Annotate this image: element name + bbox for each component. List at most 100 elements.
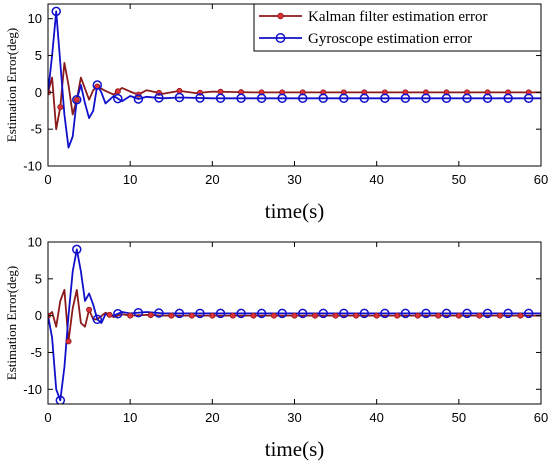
gyroscope-marker — [523, 93, 534, 104]
kalman-marker — [496, 312, 503, 319]
kalman-marker — [114, 88, 121, 95]
gyroscope-marker — [133, 307, 144, 318]
kalman-marker — [291, 312, 298, 319]
gyroscope-marker — [72, 94, 82, 105]
legend: Kalman filter estimation error Gyroscope … — [253, 3, 542, 52]
gyroscope-marker — [154, 93, 164, 103]
y-tick-label: 10 — [28, 11, 42, 26]
gyroscope-marker — [92, 80, 103, 90]
kalman-marker — [229, 312, 236, 319]
y-tick-label: 10 — [28, 235, 42, 250]
x-tick-label: 40 — [369, 410, 383, 425]
kalman-marker — [73, 96, 80, 103]
x-tick-label: 60 — [534, 172, 548, 187]
x-tick-label: 50 — [452, 410, 466, 425]
gyroscope-marker — [277, 93, 287, 104]
gyroscope-marker — [359, 308, 370, 319]
kalman-marker — [312, 312, 319, 319]
x-tick-label: 20 — [205, 410, 219, 425]
kalman-marker — [435, 312, 442, 319]
y-tick-label: -10 — [23, 382, 42, 397]
gyroscope-marker — [441, 308, 452, 319]
gyroscope-marker — [359, 93, 370, 104]
plot-area — [48, 6, 541, 149]
kalman-error-line — [48, 62, 541, 131]
gyroscope-marker — [92, 314, 103, 325]
gyroscope-marker — [195, 308, 205, 319]
gyroscope-marker — [503, 93, 513, 104]
gyroscope-marker — [462, 93, 472, 104]
y-tick-label: -10 — [23, 159, 42, 174]
kalman-marker — [414, 312, 421, 319]
x-tick-label: 20 — [205, 172, 219, 187]
gyroscope-marker — [380, 308, 390, 319]
gyroscope-marker — [339, 308, 349, 319]
gyroscope-marker — [421, 93, 431, 104]
gyroscope-marker — [236, 308, 246, 319]
gyroscope-error-line — [48, 248, 541, 402]
y-axis-label: Estimation Error(deg) — [4, 266, 19, 380]
kalman-marker — [332, 312, 339, 319]
gyroscope-marker — [113, 93, 123, 104]
gyroscope-marker — [72, 244, 82, 255]
gyroscope-marker — [400, 93, 411, 104]
bottom-chart: 0 10 20 30 40 50 60 -10 -5 0 5 10 time(s) Estimation … — [4, 235, 548, 462]
kalman-marker — [250, 312, 257, 319]
kalman-marker — [517, 312, 524, 319]
x-axis-label: time(s) — [265, 437, 324, 461]
gyroscope-marker — [462, 308, 472, 319]
x-tick-label: 50 — [452, 172, 466, 187]
gyroscope-marker — [236, 93, 246, 104]
x-tick-label: 10 — [123, 410, 137, 425]
y-axis-label: Estimation Error(deg) — [4, 28, 19, 142]
gyroscope-marker — [195, 93, 205, 103]
y-tick-label: 0 — [35, 85, 42, 100]
gyroscope-marker — [523, 308, 534, 319]
kalman-marker — [455, 312, 462, 319]
gyroscope-marker — [297, 308, 308, 319]
kalman-marker — [168, 312, 175, 319]
kalman-marker — [147, 312, 154, 319]
gyroscope-marker — [380, 93, 390, 104]
gyroscope-marker — [482, 308, 493, 319]
gyroscope-marker — [215, 308, 226, 319]
kalman-marker — [394, 312, 401, 319]
kalman-marker — [209, 312, 216, 319]
y-tick-label: 5 — [35, 48, 42, 63]
legend-kalman-marker — [277, 12, 284, 20]
legend-label: Kalman filter estimation error — [308, 9, 488, 25]
gyroscope-marker — [154, 308, 164, 318]
plot-area — [48, 244, 541, 404]
x-tick-label: 10 — [123, 172, 137, 187]
gyroscope-marker — [277, 308, 287, 319]
legend-label: Gyroscope estimation error — [308, 31, 472, 47]
gyroscope-marker — [51, 6, 61, 17]
legend-box — [253, 3, 542, 52]
kalman-marker — [127, 312, 134, 319]
gyroscope-marker — [55, 395, 66, 404]
gyroscope-marker — [174, 308, 185, 319]
kalman-marker — [86, 306, 93, 313]
y-tick-label: 5 — [35, 271, 42, 286]
gyroscope-marker — [318, 93, 329, 104]
gyroscope-marker — [503, 308, 513, 319]
y-tick-label: -5 — [30, 122, 42, 137]
kalman-marker — [57, 104, 64, 111]
x-tick-label: 60 — [534, 410, 548, 425]
gyroscope-marker — [256, 308, 267, 319]
gyroscope-marker — [297, 93, 308, 104]
gyroscope-marker — [174, 92, 185, 103]
gyroscope-error-line — [48, 10, 541, 149]
x-tick-label: 30 — [287, 410, 301, 425]
kalman-marker — [476, 312, 483, 319]
kalman-marker — [176, 87, 183, 94]
x-axis-label: time(s) — [265, 199, 324, 223]
legend-gyroscope-marker — [275, 33, 286, 43]
kalman-marker — [353, 312, 360, 319]
gyroscope-marker — [441, 93, 452, 104]
x-tick-label: 0 — [44, 410, 51, 425]
x-tick-label: 40 — [369, 172, 383, 187]
gyroscope-marker — [215, 93, 226, 104]
gyroscope-marker — [400, 308, 411, 319]
